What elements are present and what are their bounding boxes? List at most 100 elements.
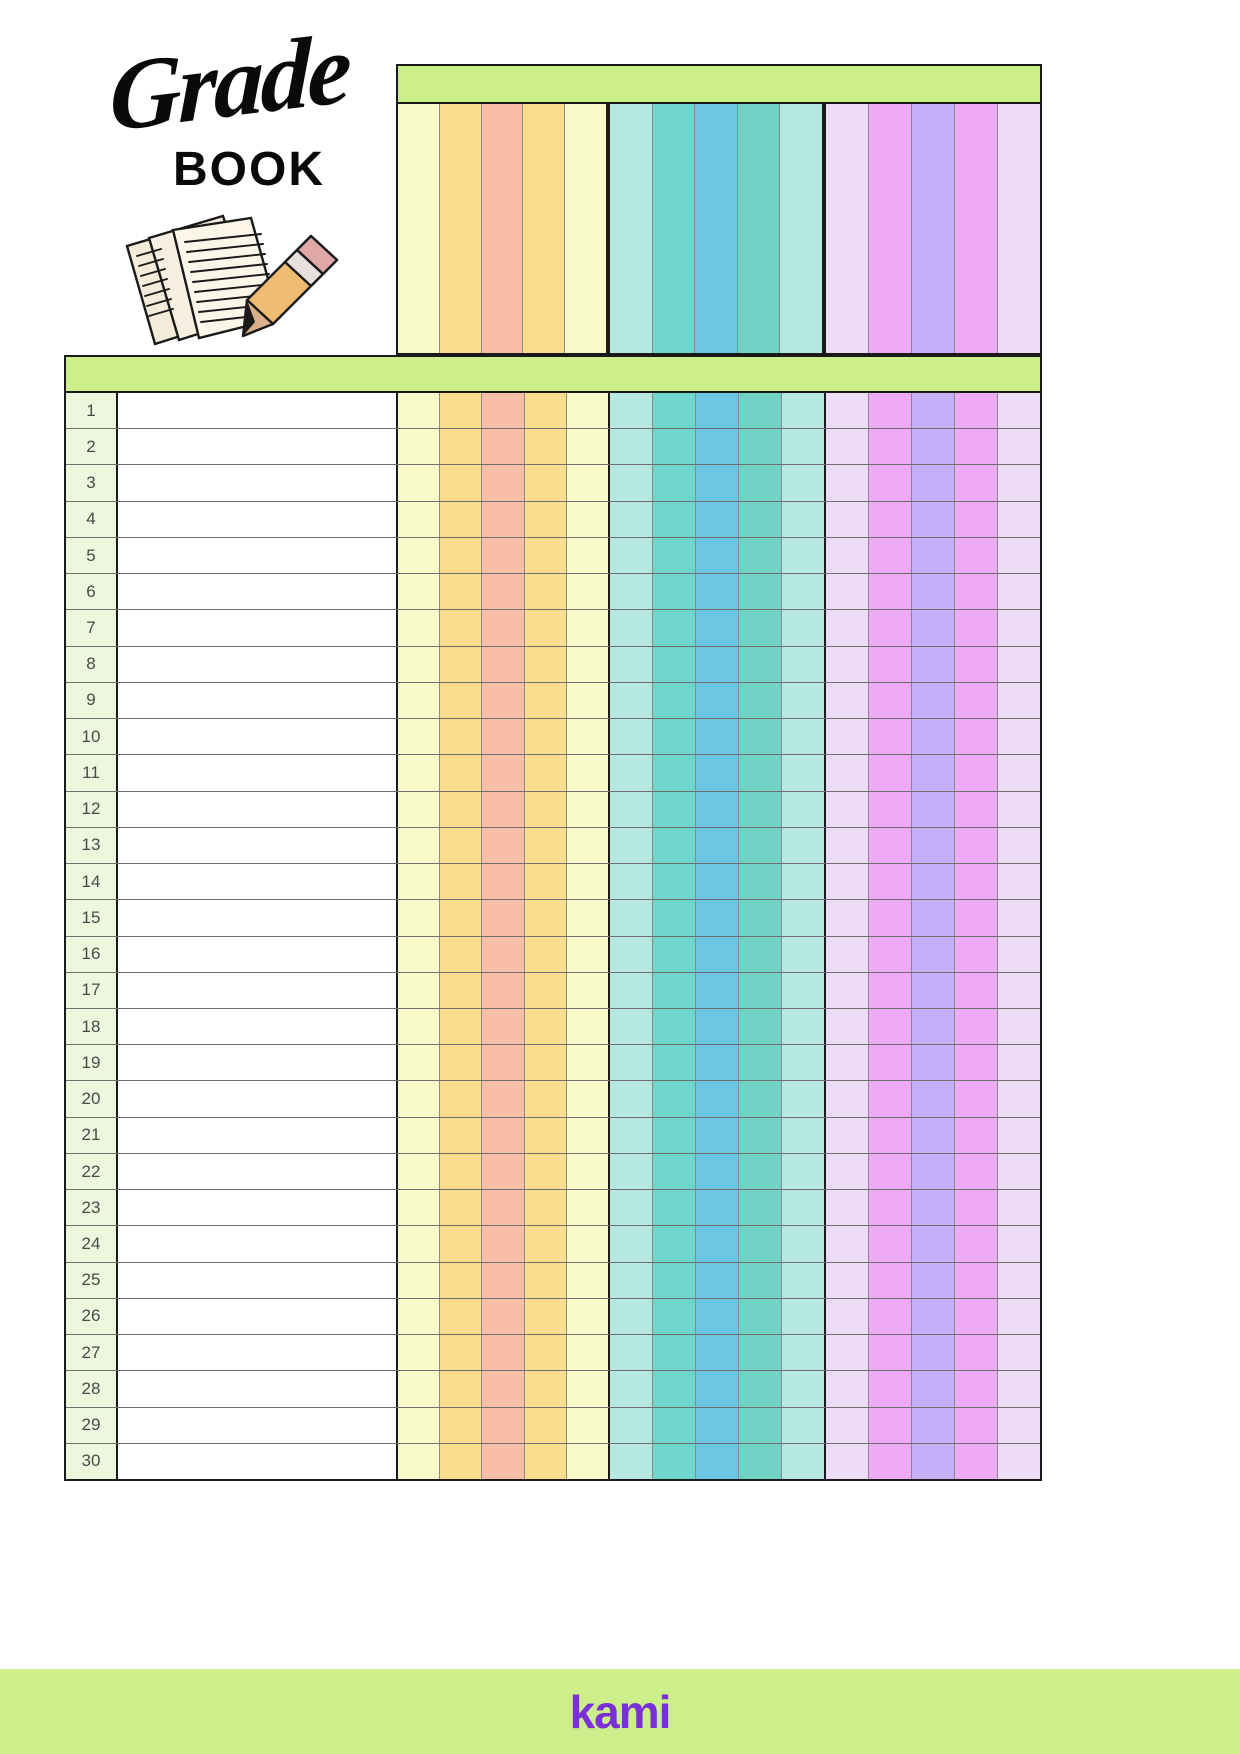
grade-cell[interactable] <box>782 1117 824 1153</box>
grade-cell[interactable] <box>653 900 696 936</box>
grade-cell[interactable] <box>826 1153 869 1190</box>
grade-cell[interactable] <box>998 682 1040 719</box>
grade-cell[interactable] <box>998 1190 1040 1226</box>
grade-cell[interactable] <box>739 393 782 429</box>
grade-cell[interactable] <box>912 429 955 465</box>
header-col-group-warm-4[interactable] <box>523 104 566 353</box>
grade-cell[interactable] <box>524 1443 567 1480</box>
grade-cell[interactable] <box>912 1262 955 1298</box>
grade-cell[interactable] <box>398 574 441 610</box>
table-row[interactable]: 6 <box>66 574 1040 611</box>
grade-cell[interactable] <box>826 1117 869 1153</box>
grade-cell[interactable] <box>782 501 824 537</box>
table-row[interactable]: 3 <box>66 465 1040 502</box>
header-col-group-violet-5[interactable] <box>998 104 1040 353</box>
grade-cell[interactable] <box>869 646 912 682</box>
grade-cell[interactable] <box>566 646 609 682</box>
grade-cell[interactable] <box>440 719 483 755</box>
grade-cell[interactable] <box>398 465 441 501</box>
grade-cell[interactable] <box>653 574 696 610</box>
grade-cell[interactable] <box>998 1117 1040 1153</box>
grade-cell[interactable] <box>610 1335 653 1371</box>
grade-cell[interactable] <box>739 1153 782 1190</box>
grade-cell[interactable] <box>482 1117 525 1153</box>
grade-cell[interactable] <box>782 1262 824 1298</box>
gradebook-table[interactable]: 1 2 3 4 5 6 7 8 9 10 11 12 13 14 15 16 17 18 19 20 21 22 23 24 2… <box>64 393 1042 1481</box>
grade-cell[interactable] <box>739 1045 782 1081</box>
table-row[interactable]: 9 <box>66 682 1040 720</box>
grade-cell[interactable] <box>955 1262 998 1298</box>
grade-cell[interactable] <box>782 682 824 719</box>
grade-cell[interactable] <box>653 501 696 537</box>
grade-cell[interactable] <box>482 791 525 827</box>
student-name-cell[interactable] <box>118 465 398 501</box>
grade-cell[interactable] <box>653 755 696 791</box>
grade-cell[interactable] <box>826 1190 869 1226</box>
grade-cell[interactable] <box>440 1153 483 1190</box>
student-name-cell[interactable] <box>118 1335 398 1371</box>
grade-cell[interactable] <box>610 900 653 936</box>
grade-cell[interactable] <box>696 574 739 610</box>
grade-cell[interactable] <box>440 1226 483 1262</box>
table-row[interactable]: 20 <box>66 1081 1040 1118</box>
grade-cell[interactable] <box>782 827 824 864</box>
student-name-cell[interactable] <box>118 574 398 610</box>
grade-cell[interactable] <box>739 610 782 646</box>
student-name-cell[interactable] <box>118 900 398 936</box>
table-row[interactable]: 17 <box>66 972 1040 1009</box>
grade-cell[interactable] <box>524 1190 567 1226</box>
grade-cell[interactable] <box>782 1190 824 1226</box>
grade-cell[interactable] <box>653 682 696 719</box>
grade-cell[interactable] <box>998 465 1040 501</box>
student-name-cell[interactable] <box>118 972 398 1008</box>
grade-cell[interactable] <box>912 1153 955 1190</box>
grade-cell[interactable] <box>826 429 869 465</box>
grade-cell[interactable] <box>524 501 567 537</box>
table-row[interactable]: 12 <box>66 791 1040 828</box>
grade-cell[interactable] <box>696 1335 739 1371</box>
grade-cell[interactable] <box>440 1407 483 1443</box>
grade-cell[interactable] <box>782 755 824 791</box>
header-col-group-cool-5[interactable] <box>780 104 822 353</box>
grade-cell[interactable] <box>826 755 869 791</box>
grade-cell[interactable] <box>610 755 653 791</box>
grade-cell[interactable] <box>524 1153 567 1190</box>
grade-cell[interactable] <box>610 574 653 610</box>
grade-cell[interactable] <box>653 537 696 574</box>
grade-cell[interactable] <box>912 864 955 900</box>
grade-cell[interactable] <box>826 900 869 936</box>
grade-cell[interactable] <box>398 1117 441 1153</box>
table-row[interactable]: 22 <box>66 1153 1040 1191</box>
grade-cell[interactable] <box>739 1262 782 1298</box>
grade-cell[interactable] <box>398 1407 441 1443</box>
grade-cell[interactable] <box>566 827 609 864</box>
grade-cell[interactable] <box>869 719 912 755</box>
grade-cell[interactable] <box>610 1045 653 1081</box>
student-name-cell[interactable] <box>118 1117 398 1153</box>
grade-cell[interactable] <box>653 646 696 682</box>
grade-cell[interactable] <box>566 1081 609 1117</box>
grade-cell[interactable] <box>955 791 998 827</box>
grade-cell[interactable] <box>440 574 483 610</box>
grade-cell[interactable] <box>610 465 653 501</box>
grade-cell[interactable] <box>398 682 441 719</box>
grade-cell[interactable] <box>912 719 955 755</box>
grade-cell[interactable] <box>653 610 696 646</box>
grade-cell[interactable] <box>398 864 441 900</box>
grade-cell[interactable] <box>440 972 483 1008</box>
grade-cell[interactable] <box>869 1190 912 1226</box>
grade-cell[interactable] <box>739 1081 782 1117</box>
grade-cell[interactable] <box>696 936 739 972</box>
grade-cell[interactable] <box>955 1081 998 1117</box>
grade-cell[interactable] <box>998 1081 1040 1117</box>
grade-cell[interactable] <box>869 1371 912 1407</box>
grade-cell[interactable] <box>826 393 869 429</box>
grade-cell[interactable] <box>782 791 824 827</box>
grade-cell[interactable] <box>782 1335 824 1371</box>
grade-cell[interactable] <box>524 1407 567 1443</box>
table-row[interactable]: 8 <box>66 646 1040 683</box>
student-name-cell[interactable] <box>118 827 398 864</box>
grade-cell[interactable] <box>482 1298 525 1335</box>
grade-cell[interactable] <box>566 755 609 791</box>
grade-cell[interactable] <box>440 1262 483 1298</box>
